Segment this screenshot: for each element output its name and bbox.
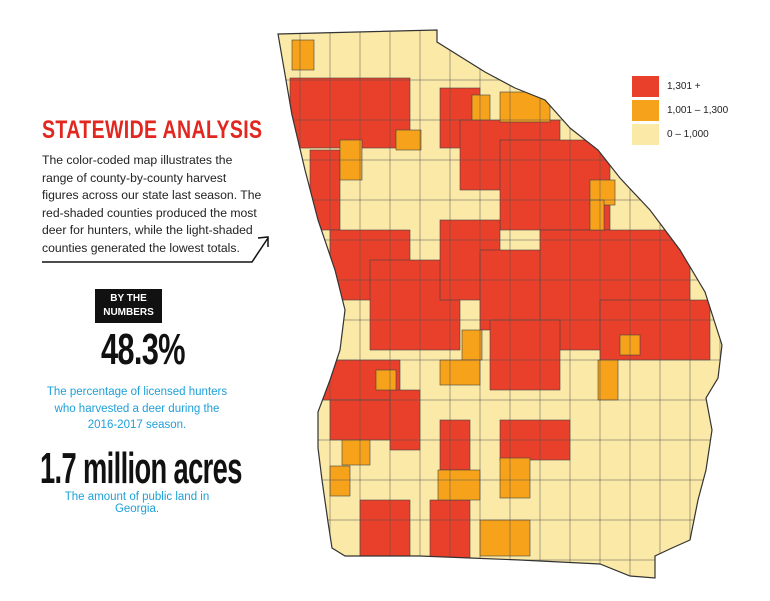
- badge-line-1: BY THE: [110, 293, 147, 304]
- legend-label-mid: 1,001 – 1,300: [667, 105, 729, 116]
- stat-hunter-percentage: 48.3%: [101, 325, 186, 374]
- map-description: The color-coded map illustrates the rang…: [42, 153, 262, 255]
- by-the-numbers-badge: BY THE NUMBERS: [95, 289, 162, 323]
- legend-item-high: 1,301 +: [632, 76, 728, 97]
- legend-label-high: 1,301 +: [667, 81, 701, 92]
- arrow-icon: [42, 236, 269, 263]
- stat-public-land: 1.7 million acres: [40, 444, 242, 493]
- legend-swatch-mid: [632, 100, 659, 121]
- legend-swatch-high: [632, 76, 659, 97]
- legend-item-low: 0 – 1,000: [632, 124, 728, 145]
- map-legend: 1,301 + 1,001 – 1,300 0 – 1,000: [632, 76, 728, 148]
- legend-label-low: 0 – 1,000: [667, 129, 709, 140]
- stat-hunter-caption: The percentage of licensed hunters who h…: [46, 386, 228, 431]
- badge-line-2: NUMBERS: [103, 307, 154, 318]
- legend-swatch-low: [632, 124, 659, 145]
- stat-public-land-caption: The amount of public land in Georgia.: [64, 491, 210, 515]
- legend-item-mid: 1,001 – 1,300: [632, 100, 728, 121]
- page-title: STATEWIDE ANALYSIS: [42, 116, 263, 144]
